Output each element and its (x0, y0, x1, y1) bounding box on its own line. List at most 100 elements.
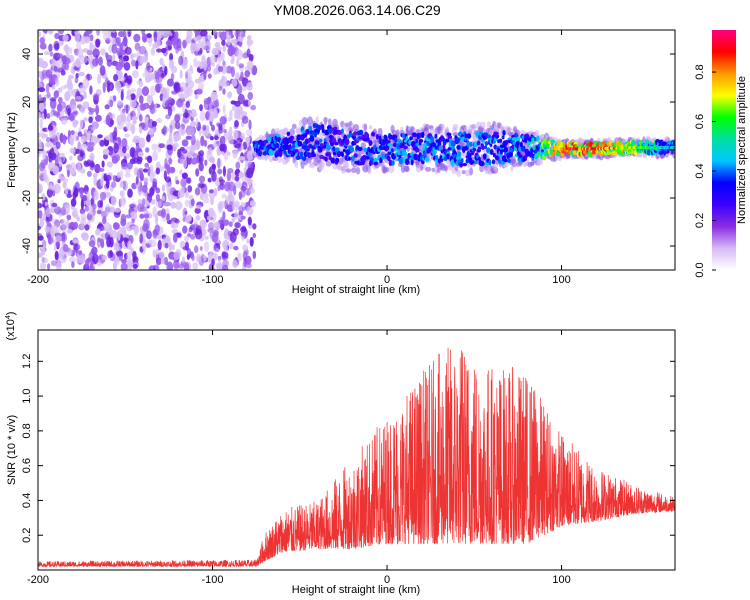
noise-blob (198, 156, 203, 162)
band-core (536, 135, 540, 142)
band-core (344, 138, 350, 146)
band-core (387, 151, 391, 156)
noise-blob (139, 233, 144, 244)
noise-blob (96, 209, 102, 215)
noise-blob (182, 112, 190, 118)
noise-blob (130, 88, 137, 93)
noise-blob (46, 113, 51, 119)
noise-blob (105, 52, 109, 59)
noise-blob (219, 143, 226, 152)
noise-blob (67, 82, 74, 90)
noise-blob (234, 120, 239, 128)
noise-blob (152, 178, 158, 188)
noise-blob (252, 232, 256, 239)
snr-y-tick-label: 0.2 (21, 528, 33, 543)
noise-blob (180, 178, 187, 188)
noise-blob (207, 73, 212, 79)
band-core (264, 139, 269, 144)
noise-blob (46, 92, 51, 98)
noise-blob (193, 30, 200, 35)
noise-blob (178, 97, 186, 103)
band-core (509, 153, 513, 157)
noise-blob (214, 98, 219, 110)
band-core (446, 153, 450, 160)
band-core (332, 146, 336, 152)
noise-blob (233, 245, 239, 251)
snr-y-label: SNR (10 * v/v) (6, 415, 18, 485)
noise-blob (171, 229, 179, 234)
noise-blob (47, 263, 51, 270)
noise-blob (173, 251, 181, 261)
noise-blob (93, 136, 101, 143)
noise-blob (107, 227, 112, 235)
band-core (540, 149, 545, 153)
noise-blob (197, 151, 201, 158)
noise-blob (207, 207, 215, 217)
band-core (319, 138, 323, 143)
noise-blob (61, 219, 67, 231)
noise-blob (148, 128, 155, 136)
band-core (387, 155, 391, 161)
band-core (479, 161, 485, 167)
noise-blob (182, 225, 188, 234)
noise-blob (68, 189, 71, 195)
noise-blob (151, 199, 156, 205)
band-core (543, 138, 547, 144)
noise-blob (211, 62, 215, 67)
noise-blob (234, 175, 240, 182)
noise-blob (203, 60, 207, 71)
noise-blob (43, 108, 47, 120)
spectrogram-x-label: Height of straight line (km) (292, 284, 420, 296)
noise-blob (91, 126, 96, 132)
noise-blob (244, 70, 250, 78)
noise-blob (57, 53, 63, 59)
noise-blob (54, 32, 60, 40)
noise-blob (86, 170, 92, 177)
noise-blob (109, 119, 115, 126)
noise-blob (102, 216, 107, 225)
noise-blob (238, 63, 244, 69)
noise-blob (139, 205, 147, 212)
noise-blob (174, 31, 179, 40)
noise-blob (195, 168, 200, 177)
noise-blob (174, 218, 180, 224)
noise-blob (132, 119, 137, 125)
noise-blob (83, 160, 88, 166)
noise-blob (139, 103, 147, 111)
noise-blob (38, 31, 42, 38)
band-peak (672, 146, 675, 150)
noise-blob (69, 147, 76, 154)
noise-blob (238, 205, 244, 214)
band-core (402, 145, 408, 150)
noise-blob (209, 55, 216, 65)
band-core (482, 153, 487, 160)
colorbar-tick-label: 0.6 (694, 114, 706, 129)
noise-blob (150, 85, 156, 97)
noise-blob (226, 151, 231, 156)
noise-blob (211, 232, 219, 243)
band-halo (320, 161, 325, 168)
noise-blob (220, 52, 225, 62)
noise-blob (74, 77, 79, 84)
noise-blob (86, 49, 93, 56)
band-core (572, 149, 577, 156)
noise-blob (198, 162, 204, 172)
noise-blob (125, 55, 129, 61)
noise-blob (141, 33, 148, 43)
colorbar-ticks: 0.0 0.2 0.4 0.6 0.8 (694, 64, 716, 278)
band-core (496, 156, 500, 161)
noise-blob (212, 143, 218, 148)
band-halo (503, 164, 508, 169)
noise-blob (146, 62, 151, 71)
noise-blob (139, 95, 144, 104)
noise-blob (210, 31, 218, 36)
band-halo (367, 167, 372, 175)
noise-blob (71, 104, 77, 112)
noise-blob (195, 88, 203, 95)
noise-blob (130, 225, 138, 231)
noise-blob (231, 217, 235, 222)
noise-blob (226, 171, 232, 182)
noise-blob (213, 252, 218, 261)
noise-blob (177, 148, 182, 159)
noise-blob (68, 134, 74, 145)
